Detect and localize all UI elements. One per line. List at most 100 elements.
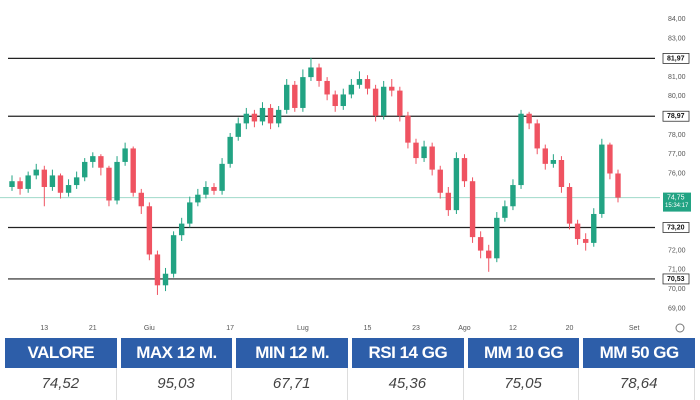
candle-body <box>582 239 589 243</box>
candle-body <box>9 181 15 187</box>
column-header: MIN 12 M. <box>236 338 349 368</box>
reference-label: 73,20 <box>667 224 685 231</box>
price-tag <box>662 53 690 64</box>
candle-body <box>502 206 508 218</box>
candle-body <box>429 146 435 170</box>
price-tag <box>662 110 690 122</box>
candle-body <box>49 175 56 187</box>
candle-body <box>267 107 274 124</box>
column-header: RSI 14 GG <box>352 338 464 368</box>
candle-body <box>25 175 31 189</box>
settings-icon[interactable] <box>675 323 685 333</box>
table-cell: 74,52 <box>5 368 117 400</box>
candle-body <box>607 144 613 174</box>
candle-body <box>534 123 540 149</box>
candle-body <box>405 115 411 143</box>
column-header: MM 10 GG <box>467 338 580 368</box>
y-tick-label: 77,00 <box>668 151 686 158</box>
candle-body <box>300 77 306 108</box>
table-column: VALORE 74,52 <box>5 338 117 400</box>
candle-body <box>235 123 241 137</box>
table-column: MAX 12 M. 95,03 <box>120 338 233 400</box>
candle-body <box>574 223 581 240</box>
reference-label: 70,53 <box>667 276 685 283</box>
price-tag <box>662 273 690 285</box>
candle-body <box>615 173 621 198</box>
candle-body <box>421 146 427 159</box>
candle-body <box>340 94 346 107</box>
candle-body <box>219 163 225 191</box>
x-tick-label: 15 <box>364 325 372 332</box>
y-tick-label: 84,00 <box>668 16 686 23</box>
candle-body <box>284 84 290 110</box>
candle-body <box>162 273 169 286</box>
candle-body <box>461 158 468 182</box>
x-tick-label: 17 <box>226 325 234 332</box>
candle-body <box>114 161 120 201</box>
table-column: RSI 14 GG 45,36 <box>352 338 464 400</box>
y-tick-label: 80,00 <box>668 93 686 100</box>
candle-body <box>518 113 524 186</box>
candle-body <box>65 185 72 193</box>
candle-body <box>154 254 161 286</box>
candle-body <box>122 148 128 162</box>
x-tick-label: 20 <box>566 325 574 332</box>
y-tick-label: 72,00 <box>668 247 686 254</box>
table-column: MM 50 GG 78,64 <box>583 338 696 400</box>
candle-body <box>437 169 443 193</box>
candle-body <box>372 88 379 116</box>
x-tick-label: 21 <box>89 325 97 332</box>
candle-body <box>364 79 371 89</box>
table-column: MIN 12 M. 67,71 <box>236 338 349 400</box>
candle-body <box>259 107 266 122</box>
candle-body <box>17 181 23 189</box>
candle-body <box>550 160 557 164</box>
candle-body <box>356 79 363 85</box>
table-column: MM 10 GG 75,05 <box>467 338 580 400</box>
candle-body <box>98 156 104 168</box>
candle-body <box>453 158 460 211</box>
reference-label: 81,97 <box>667 55 685 62</box>
x-tick-label: Ago <box>458 325 471 332</box>
candle-body <box>324 80 330 95</box>
last-time-label: 15:34:17 <box>665 203 689 209</box>
y-tick-label: 69,00 <box>668 305 686 312</box>
column-header: VALORE <box>5 338 117 368</box>
table-cell: 75,05 <box>468 368 580 400</box>
x-tick-label: 12 <box>509 325 517 332</box>
candle-body <box>380 86 387 116</box>
candle-body <box>486 250 492 259</box>
x-tick-label: 13 <box>40 325 48 332</box>
table-cell: 67,71 <box>236 368 349 400</box>
candle-body <box>243 113 250 124</box>
candle-body <box>494 217 500 259</box>
candle-body <box>90 156 96 162</box>
candle-body <box>397 90 403 116</box>
x-tick-label: Set <box>629 325 640 332</box>
candle-body <box>591 213 597 243</box>
x-tick-label: Giu <box>144 325 155 332</box>
candle-body <box>389 86 395 91</box>
candle-body <box>251 113 258 122</box>
candle-body <box>566 186 573 224</box>
candle-body <box>469 181 476 238</box>
candle-body <box>526 113 532 124</box>
candle-body <box>542 148 548 164</box>
candle-body <box>558 160 565 187</box>
y-tick-label: 70,00 <box>668 286 686 293</box>
candle-body <box>477 237 484 251</box>
x-tick-label: Lug <box>297 325 309 332</box>
stats-table: VALORE 74,52 MAX 12 M. 95,03 MIN 12 M. 67,71 R… <box>0 338 700 400</box>
candle-body <box>275 109 282 124</box>
chart: 84,00 83,00 81,00 80,00 78,00 77,00 76,00 72,00… <box>0 16 691 333</box>
y-tick-label: 83,00 <box>668 35 686 42</box>
y-tick-label: 71,00 <box>668 267 686 274</box>
price-tag <box>662 222 690 233</box>
candle-body <box>227 136 233 164</box>
y-tick-label: 81,00 <box>668 74 686 81</box>
candle-body <box>308 67 314 78</box>
candle-body <box>106 167 112 201</box>
price-tag <box>663 192 691 212</box>
candle-body <box>348 84 355 95</box>
